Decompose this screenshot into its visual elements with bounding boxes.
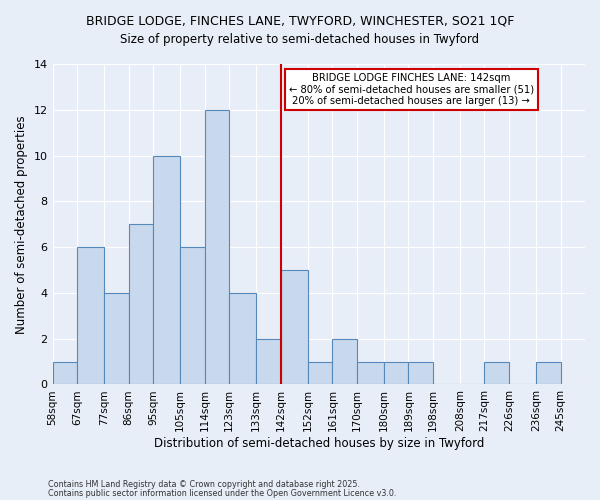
Bar bbox=[409, 362, 433, 384]
Text: Contains public sector information licensed under the Open Government Licence v3: Contains public sector information licen… bbox=[48, 488, 397, 498]
Bar bbox=[153, 156, 180, 384]
Bar bbox=[332, 338, 357, 384]
Bar bbox=[205, 110, 229, 384]
Text: Contains HM Land Registry data © Crown copyright and database right 2025.: Contains HM Land Registry data © Crown c… bbox=[48, 480, 360, 489]
X-axis label: Distribution of semi-detached houses by size in Twyford: Distribution of semi-detached houses by … bbox=[154, 437, 484, 450]
Text: Size of property relative to semi-detached houses in Twyford: Size of property relative to semi-detach… bbox=[121, 32, 479, 46]
Bar bbox=[281, 270, 308, 384]
Bar bbox=[308, 362, 332, 384]
Bar bbox=[384, 362, 409, 384]
Bar bbox=[229, 293, 256, 384]
Bar bbox=[128, 224, 153, 384]
Bar bbox=[77, 247, 104, 384]
Bar bbox=[53, 362, 77, 384]
Text: BRIDGE LODGE FINCHES LANE: 142sqm
← 80% of semi-detached houses are smaller (51): BRIDGE LODGE FINCHES LANE: 142sqm ← 80% … bbox=[289, 73, 533, 106]
Bar bbox=[180, 247, 205, 384]
Text: BRIDGE LODGE, FINCHES LANE, TWYFORD, WINCHESTER, SO21 1QF: BRIDGE LODGE, FINCHES LANE, TWYFORD, WIN… bbox=[86, 15, 514, 28]
Bar bbox=[536, 362, 560, 384]
Y-axis label: Number of semi-detached properties: Number of semi-detached properties bbox=[15, 115, 28, 334]
Bar bbox=[104, 293, 128, 384]
Bar bbox=[256, 338, 281, 384]
Bar bbox=[484, 362, 509, 384]
Bar bbox=[357, 362, 384, 384]
